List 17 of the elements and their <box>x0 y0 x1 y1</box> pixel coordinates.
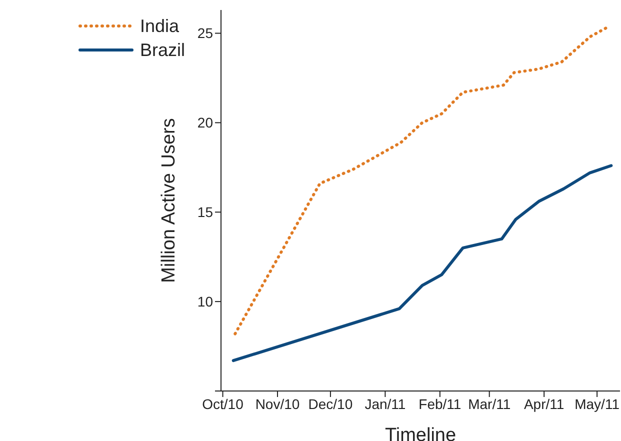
x-tick-label: Oct/10 <box>202 396 244 412</box>
x-tick-label: Jan/11 <box>364 396 406 412</box>
y-tick-label: 10 <box>197 294 214 310</box>
x-tick-label: Nov/10 <box>255 396 300 412</box>
y-tick-label: 15 <box>197 204 214 220</box>
y-axis-title: Million Active Users <box>158 118 180 283</box>
x-tick-label: Mar/11 <box>468 396 511 412</box>
legend-label: India <box>140 16 180 36</box>
x-tick-label: May/11 <box>574 396 620 412</box>
x-axis-title: Timeline <box>384 425 456 441</box>
x-tick-label: Dec/10 <box>308 396 353 412</box>
line-series <box>232 164 613 362</box>
x-tick-label: Feb/11 <box>418 396 462 412</box>
y-tick-label: 20 <box>197 114 214 131</box>
y-tick-label: 25 <box>197 25 214 42</box>
legend-label: Brazil <box>140 40 186 60</box>
x-tick-label: Apr/11 <box>524 396 564 412</box>
